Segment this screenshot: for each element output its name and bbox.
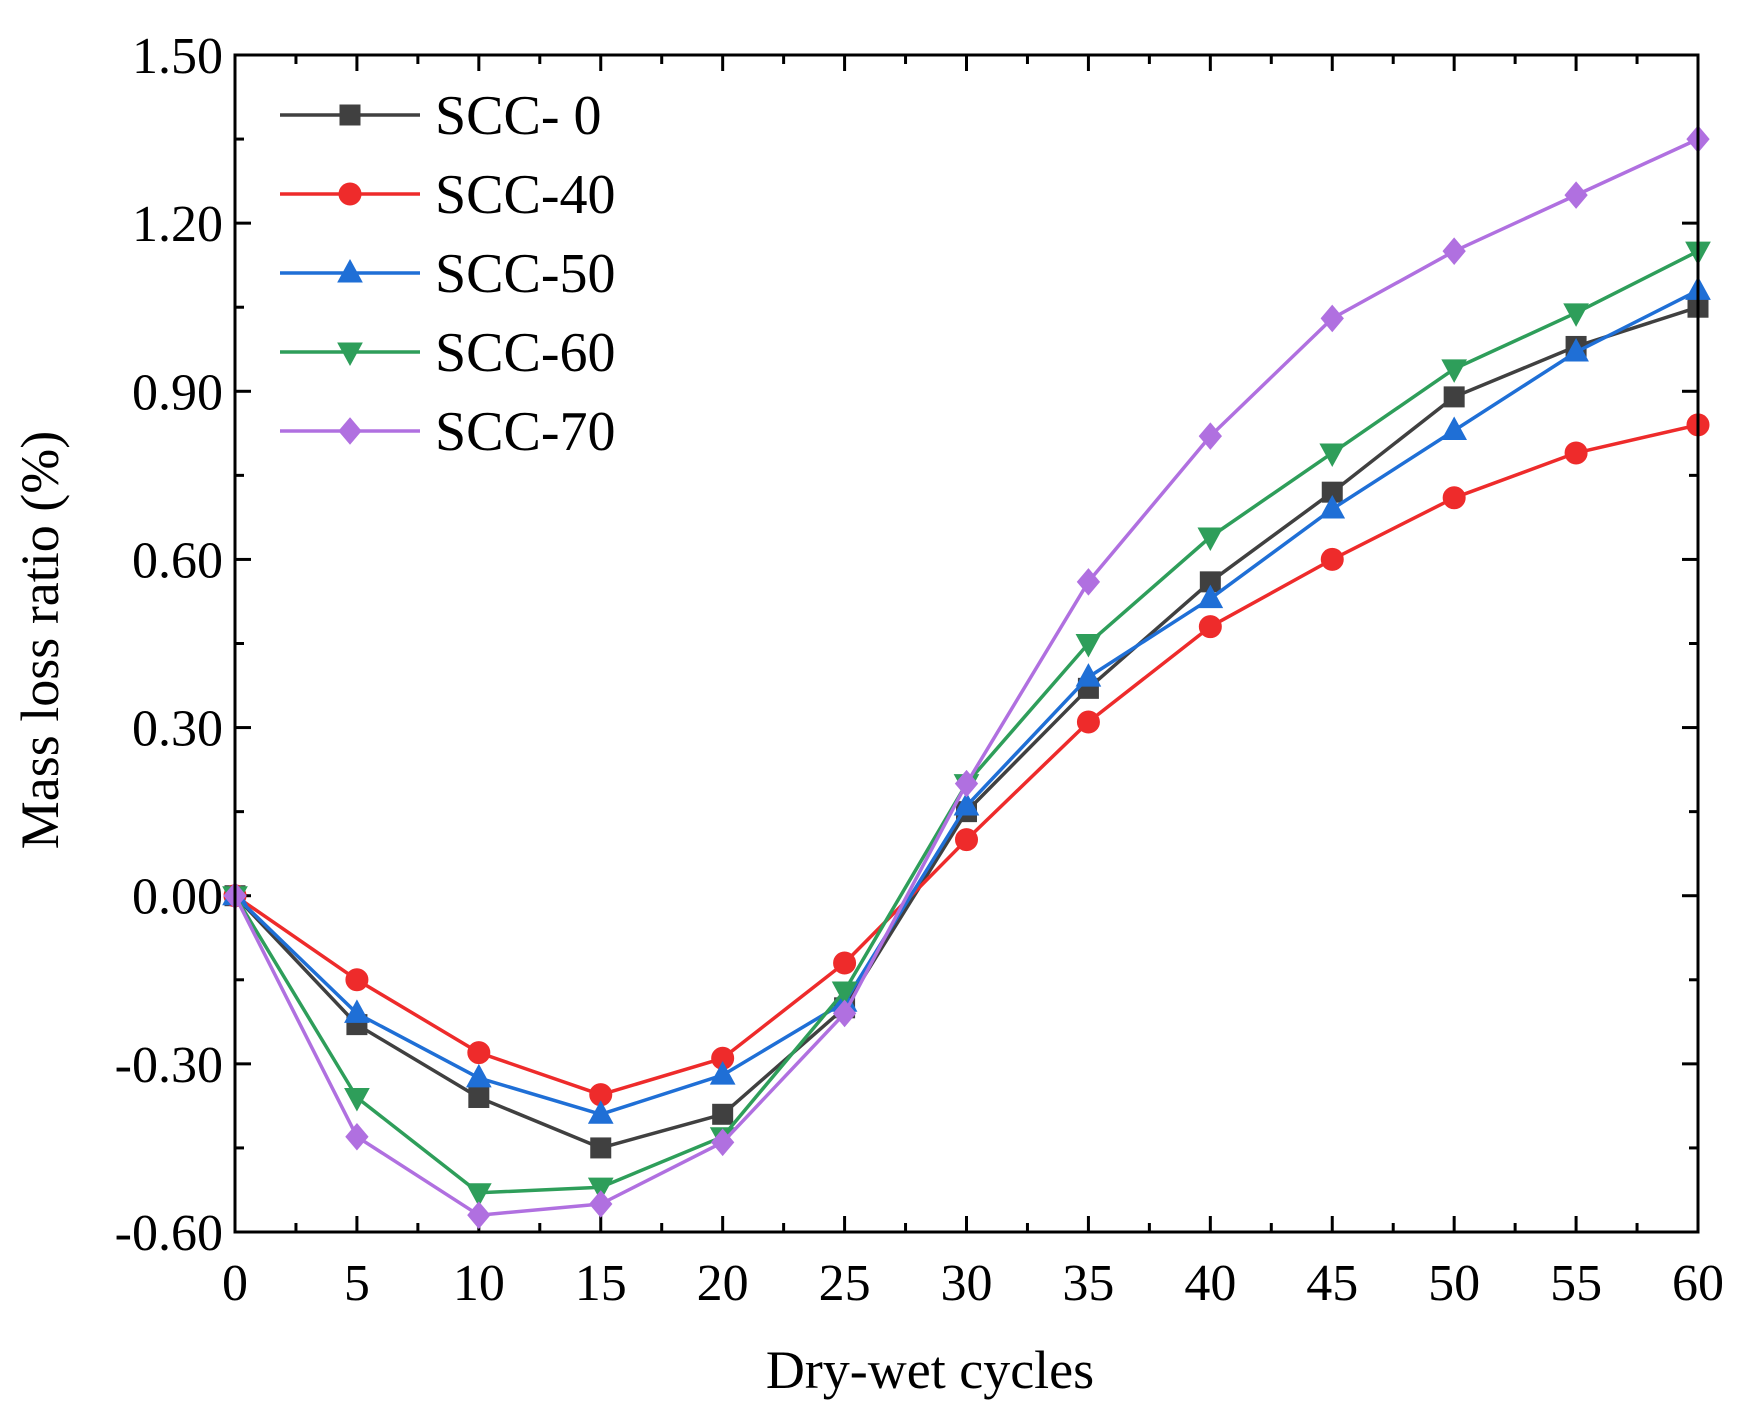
circle-marker: [1320, 547, 1344, 571]
diamond-marker: [1076, 568, 1101, 596]
triangle-down-marker: [831, 981, 858, 1006]
series-line: [233, 249, 1699, 1195]
x-tick-label: 20: [697, 1255, 749, 1312]
triangle-down-marker: [465, 1183, 492, 1207]
triangle-up-marker: [587, 1100, 614, 1124]
y-tick-label: -0.60: [115, 1205, 223, 1262]
x-tick-label: 0: [222, 1255, 248, 1312]
triangle-down-marker: [1319, 443, 1346, 467]
triangle-down-marker: [1563, 303, 1589, 327]
legend-item: SCC-60: [280, 322, 616, 384]
triangle-up-marker: [1197, 584, 1224, 609]
y-axis-title: Mass loss ratio (%): [10, 431, 70, 849]
y-tick-label: 1.20: [132, 196, 223, 253]
triangle-up-marker: [1563, 338, 1589, 362]
x-tick-label: 10: [453, 1255, 505, 1312]
triangle-up-marker: [709, 1061, 736, 1085]
triangle-up-marker: [344, 999, 370, 1023]
series-line: [234, 423, 1699, 1097]
x-tick-label: 15: [575, 1255, 627, 1312]
triangle-up-marker: [1319, 494, 1346, 519]
series-scc-70: [223, 125, 1710, 1229]
circle-marker: [467, 1041, 491, 1065]
triangle-down-marker: [587, 1177, 614, 1202]
x-tick-label: 5: [344, 1255, 370, 1312]
triangle-down-marker: [1441, 359, 1468, 383]
diamond-marker: [467, 1201, 491, 1229]
triangle-up-marker: [337, 258, 363, 283]
triangle-down-marker: [1197, 527, 1224, 552]
circle-marker: [345, 968, 369, 992]
legend-label: SCC-60: [435, 322, 616, 384]
diamond-marker: [1198, 422, 1222, 450]
series-scc-40: [223, 413, 1710, 1107]
square-marker: [1443, 386, 1465, 408]
circle-marker: [1564, 441, 1588, 465]
legend-label: SCC-70: [435, 401, 616, 463]
legend-item: SCC-50: [280, 243, 616, 305]
legend-label: SCC-50: [435, 243, 616, 305]
x-tick-label: 35: [1062, 1255, 1114, 1312]
plot-frame: [233, 53, 1700, 1234]
circle-marker: [955, 828, 978, 852]
x-axis-title: Dry-wet cycles: [766, 1340, 1094, 1400]
circle-marker: [1076, 710, 1100, 734]
legend-item: SCC- 0: [280, 85, 602, 147]
circle-marker: [833, 951, 857, 975]
diamond-marker: [345, 1122, 369, 1151]
diamond-marker: [954, 769, 979, 798]
axis-ticks: [233, 53, 1700, 1234]
y-tick-label: 1.50: [132, 28, 223, 85]
square-marker: [590, 1137, 612, 1159]
circle-marker: [338, 182, 362, 206]
triangle-down-marker: [344, 1087, 370, 1112]
y-tick-label: 0.90: [132, 364, 223, 421]
circle-marker: [1198, 615, 1222, 639]
diamond-marker: [589, 1190, 613, 1218]
y-tick-label: -0.30: [115, 1037, 223, 1094]
y-tick-label: 0.30: [132, 701, 223, 758]
diamond-marker: [1564, 181, 1588, 209]
triangle-up-marker: [465, 1063, 492, 1088]
diamond-marker: [338, 417, 362, 445]
x-tick-label: 40: [1184, 1255, 1236, 1312]
legend-item: SCC-40: [280, 164, 616, 226]
square-marker: [339, 104, 361, 126]
circle-marker: [1442, 486, 1466, 510]
x-tick-label: 25: [819, 1255, 871, 1312]
triangle-up-marker: [1441, 416, 1468, 441]
triangle-up-marker: [953, 791, 980, 816]
tick-labels: 0 5 10 15 20 25 30 35 40 45 50 55 60 -0.60 -0.30 0.00 0.…: [115, 28, 1724, 1312]
y-tick-label: 0.00: [132, 869, 223, 926]
square-marker: [712, 1103, 734, 1125]
legend-item: SCC-70: [280, 401, 616, 463]
triangle-down-marker: [337, 342, 363, 367]
chart-series: [222, 125, 1711, 1229]
triangle-down-marker: [1075, 634, 1102, 658]
legend: SCC- 0 SCC-40 SCC-50 SCC-60 SCC-70: [280, 85, 616, 463]
triangle-up-marker: [1075, 663, 1102, 687]
diamond-marker: [1442, 237, 1466, 265]
x-tick-label: 45: [1306, 1255, 1358, 1312]
diamond-marker: [1320, 304, 1344, 333]
square-marker: [468, 1086, 490, 1108]
diamond-marker: [832, 999, 857, 1028]
legend-label: SCC- 0: [435, 85, 602, 147]
x-tick-label: 60: [1672, 1255, 1724, 1312]
legend-label: SCC-40: [435, 164, 616, 226]
x-tick-label: 30: [941, 1255, 993, 1312]
x-tick-label: 50: [1428, 1255, 1480, 1312]
diamond-marker: [711, 1128, 735, 1157]
y-tick-label: 0.60: [132, 532, 223, 589]
x-tick-label: 55: [1550, 1255, 1602, 1312]
